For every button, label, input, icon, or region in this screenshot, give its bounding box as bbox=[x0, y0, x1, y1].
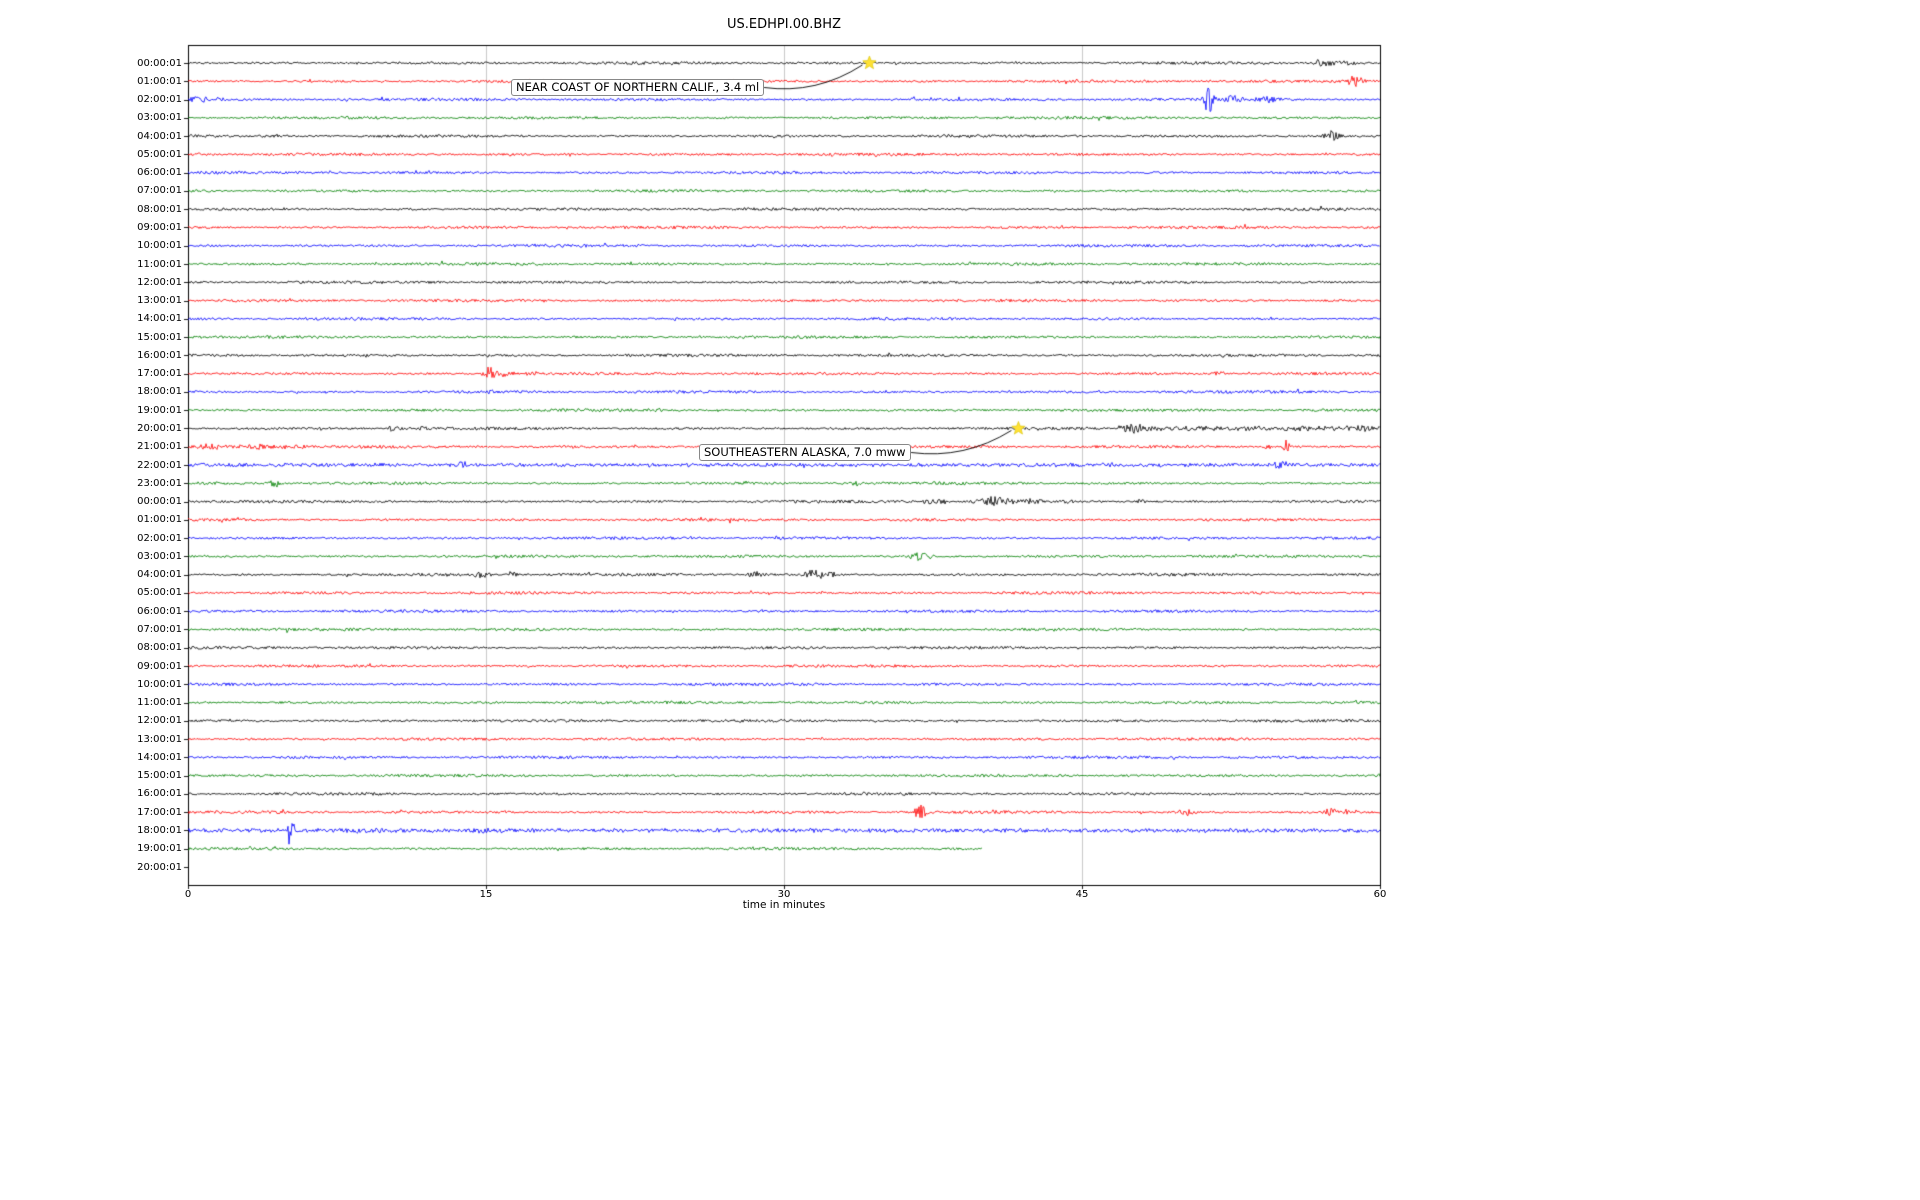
row-time-label: 15:00:01 bbox=[137, 770, 182, 782]
event-annotation-alaska: SOUTHEASTERN ALASKA, 7.0 mww bbox=[699, 444, 911, 461]
row-time-label: 06:00:01 bbox=[137, 167, 182, 179]
row-time-label: 03:00:01 bbox=[137, 550, 182, 562]
row-time-label: 08:00:01 bbox=[137, 203, 182, 215]
row-time-label: 07:00:01 bbox=[137, 185, 182, 197]
row-time-label: 14:00:01 bbox=[137, 313, 182, 325]
row-time-label: 18:00:01 bbox=[137, 824, 182, 836]
row-time-label: 22:00:01 bbox=[137, 459, 182, 471]
event-annotation-norcal: NEAR COAST OF NORTHERN CALIF., 3.4 ml bbox=[511, 79, 765, 96]
row-time-label: 21:00:01 bbox=[137, 441, 182, 453]
x-tick-label: 60 bbox=[1373, 889, 1387, 900]
row-time-label: 05:00:01 bbox=[137, 587, 182, 599]
row-time-label: 16:00:01 bbox=[137, 788, 182, 800]
row-time-label: 02:00:01 bbox=[137, 532, 182, 544]
row-time-label: 10:00:01 bbox=[137, 678, 182, 690]
row-time-label: 16:00:01 bbox=[137, 349, 182, 361]
row-time-label: 08:00:01 bbox=[137, 642, 182, 654]
row-time-label: 00:00:01 bbox=[137, 496, 182, 508]
row-time-label: 01:00:01 bbox=[137, 75, 182, 87]
row-time-label: 07:00:01 bbox=[137, 623, 182, 635]
row-time-label: 13:00:01 bbox=[137, 733, 182, 745]
row-time-label: 04:00:01 bbox=[137, 130, 182, 142]
row-time-label: 20:00:01 bbox=[137, 861, 182, 873]
row-time-label: 19:00:01 bbox=[137, 843, 182, 855]
row-time-label: 12:00:01 bbox=[137, 715, 182, 727]
row-time-label: 09:00:01 bbox=[137, 660, 182, 672]
x-tick-label: 45 bbox=[1075, 889, 1089, 900]
row-time-label: 06:00:01 bbox=[137, 605, 182, 617]
x-tick-label: 15 bbox=[479, 889, 493, 900]
row-time-label: 00:00:01 bbox=[137, 57, 182, 69]
x-tick-label: 30 bbox=[777, 889, 791, 900]
row-time-label: 17:00:01 bbox=[137, 806, 182, 818]
row-time-label: 23:00:01 bbox=[137, 477, 182, 489]
row-time-label: 01:00:01 bbox=[137, 514, 182, 526]
row-time-label: 19:00:01 bbox=[137, 404, 182, 416]
row-time-label: 15:00:01 bbox=[137, 331, 182, 343]
x-tick-label: 0 bbox=[184, 889, 192, 900]
row-time-label: 04:00:01 bbox=[137, 569, 182, 581]
row-time-label: 05:00:01 bbox=[137, 148, 182, 160]
row-time-label: 11:00:01 bbox=[137, 258, 182, 270]
row-time-label: 03:00:01 bbox=[137, 112, 182, 124]
x-axis-title: time in minutes bbox=[742, 899, 826, 911]
row-time-label: 14:00:01 bbox=[137, 751, 182, 763]
row-time-label: 18:00:01 bbox=[137, 386, 182, 398]
row-time-label: 09:00:01 bbox=[137, 221, 182, 233]
row-time-label: 13:00:01 bbox=[137, 295, 182, 307]
row-time-label: 12:00:01 bbox=[137, 276, 182, 288]
row-time-label: 11:00:01 bbox=[137, 697, 182, 709]
row-time-label: 02:00:01 bbox=[137, 94, 182, 106]
row-time-label: 17:00:01 bbox=[137, 368, 182, 380]
chart-title: US.EDHPI.00.BHZ bbox=[727, 17, 841, 32]
row-time-label: 20:00:01 bbox=[137, 422, 182, 434]
row-time-label: 10:00:01 bbox=[137, 240, 182, 252]
